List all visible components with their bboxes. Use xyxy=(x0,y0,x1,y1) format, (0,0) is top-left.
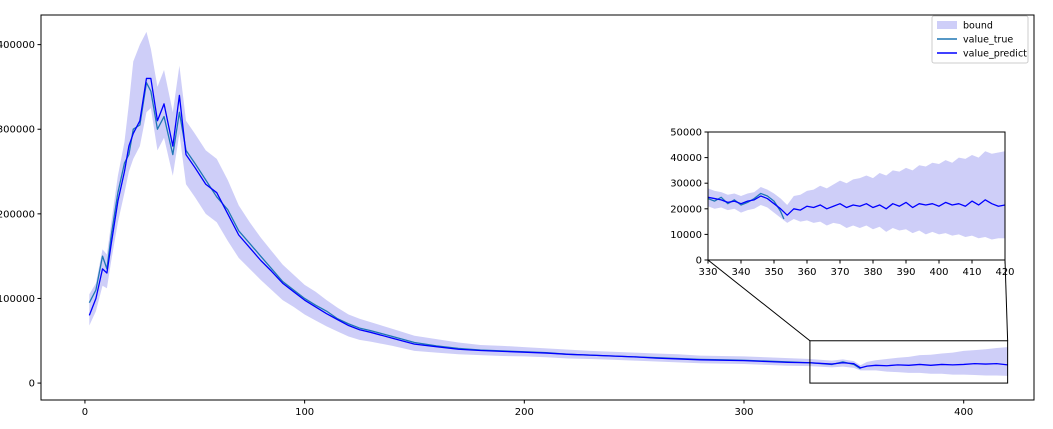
axes-frame xyxy=(40,14,1035,401)
x-tick-label: 400 xyxy=(929,267,948,278)
y-tick-label: 300000 xyxy=(0,125,35,136)
series-line-value-true xyxy=(708,192,785,220)
x-tick-label: 340 xyxy=(731,267,750,278)
x-tick-label: 370 xyxy=(830,267,849,278)
x-tick-label: 350 xyxy=(764,267,783,278)
y-tick-label: 50000 xyxy=(670,128,702,139)
legend: bound value_true value_predict xyxy=(931,15,1029,64)
y-tick-label: 0 xyxy=(29,379,35,390)
x-tick-label: 360 xyxy=(797,267,816,278)
x-tick-label: 390 xyxy=(896,267,915,278)
zoom-region-box xyxy=(809,340,1009,384)
y-tick-label: 0 xyxy=(696,256,702,267)
inset-plot: 330 340 350 360 370 380 390 400 410 420 0 10000 2000… xyxy=(670,128,1014,279)
x-tick-label: 380 xyxy=(863,267,882,278)
y-tick-label: 30000 xyxy=(670,179,702,190)
plot-area xyxy=(708,151,1005,240)
zoom-connectors xyxy=(707,259,1009,384)
series-line-value-predict xyxy=(708,195,1005,216)
x-tick-label: 0 xyxy=(82,407,88,418)
y-tick-label: 10000 xyxy=(670,230,702,241)
x-tick-label: 300 xyxy=(734,407,753,418)
x-tick-label: 420 xyxy=(995,267,1014,278)
axes-frame xyxy=(707,131,1006,261)
x-tick-label: 200 xyxy=(515,407,534,418)
x-tick-label: 330 xyxy=(698,267,717,278)
zoom-connector-left xyxy=(707,259,811,342)
legend-label: value_predict xyxy=(963,49,1027,60)
y-tick-label: 40000 xyxy=(670,153,702,164)
series-line-value-predict xyxy=(88,77,1008,369)
legend-swatch-band xyxy=(937,21,957,29)
x-tick-label: 100 xyxy=(295,407,314,418)
legend-label: bound xyxy=(963,21,993,32)
plot-area xyxy=(88,31,1008,376)
y-tick-label: 200000 xyxy=(0,209,35,220)
y-tick-label: 100000 xyxy=(0,294,35,305)
x-tick-label: 400 xyxy=(954,407,973,418)
zoom-connector-right xyxy=(1004,259,1009,341)
y-tick-label: 400000 xyxy=(0,40,35,51)
y-tick-label: 20000 xyxy=(670,204,702,215)
x-tick-label: 410 xyxy=(962,267,981,278)
legend-label: value_true xyxy=(963,35,1013,46)
bound-band xyxy=(708,151,1005,240)
